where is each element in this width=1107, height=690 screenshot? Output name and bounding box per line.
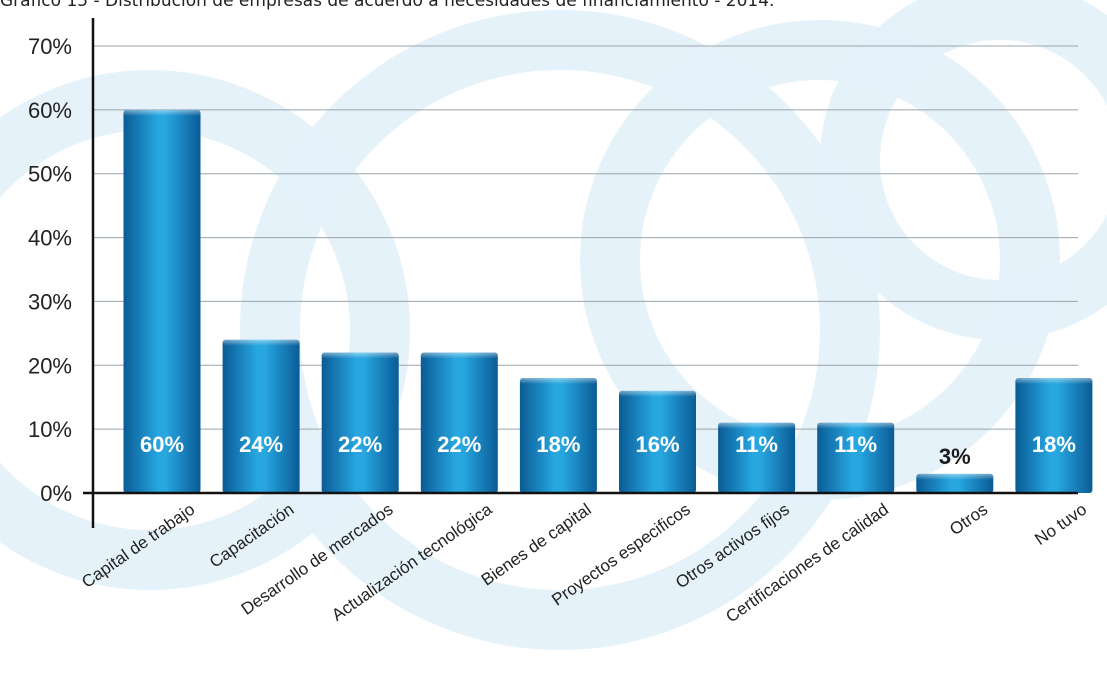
- y-tick-label: 10%: [28, 417, 72, 442]
- bar-group: 11%: [817, 422, 895, 493]
- y-tick-label: 50%: [28, 162, 72, 187]
- bar-group: 60%: [123, 109, 201, 493]
- bar-highlight: [321, 352, 399, 359]
- bar-group: 3%: [916, 444, 994, 493]
- x-category-label: No tuvo: [1031, 500, 1090, 549]
- y-tick-labels: 0% 10% 20% 30% 40% 50% 60% 70%: [28, 34, 72, 506]
- bar-group: 22%: [420, 352, 498, 493]
- bar: [1015, 378, 1093, 493]
- data-label: 11%: [834, 432, 877, 457]
- axes: [83, 18, 1078, 528]
- bar-group: 24%: [222, 339, 300, 493]
- data-label: 18%: [1032, 432, 1076, 457]
- bar: [321, 352, 399, 493]
- data-label: 16%: [635, 432, 679, 457]
- bar-group: 18%: [519, 378, 597, 493]
- bar-group: 11%: [718, 422, 796, 493]
- y-tick-label: 30%: [28, 289, 72, 314]
- data-label: 22%: [437, 432, 481, 457]
- y-tick-label: 40%: [28, 226, 72, 251]
- watermark-shape: [820, 0, 1107, 340]
- bar-group: 16%: [619, 390, 696, 493]
- bar-group: 22%: [321, 352, 399, 493]
- data-label: 11%: [735, 432, 778, 457]
- chart-caption: Gráfico 15 - Distribución de empresas de…: [0, 0, 775, 11]
- watermark-shape: [240, 10, 880, 650]
- bar-highlight: [1015, 378, 1093, 385]
- bar: [420, 352, 498, 493]
- bar-highlight: [222, 339, 300, 346]
- x-category-label: Otros: [946, 500, 991, 539]
- y-tick-label: 0%: [40, 481, 72, 506]
- bar: [718, 422, 796, 493]
- bar-highlight: [519, 378, 597, 385]
- bar-highlight: [718, 422, 796, 429]
- bar-group: 18%: [1015, 378, 1093, 493]
- background-watermark: [0, 0, 1107, 650]
- data-label: 24%: [239, 432, 283, 457]
- y-tick-label: 70%: [28, 34, 72, 59]
- data-label: 60%: [140, 432, 184, 457]
- bar-highlight: [619, 390, 696, 397]
- bars: 60% 24% 22% 22% 18% 16% 11% 11% 3% 18%: [123, 109, 1093, 493]
- data-label: 3%: [939, 444, 971, 469]
- watermark-shape: [0, 70, 410, 590]
- data-label: 22%: [338, 432, 382, 457]
- bar-highlight: [916, 473, 994, 480]
- bar-highlight: [123, 109, 201, 116]
- bar: [817, 422, 895, 493]
- bar: [123, 109, 201, 493]
- bar: [619, 390, 696, 493]
- y-tick-label: 20%: [28, 353, 72, 378]
- bar: [222, 339, 300, 493]
- bar-highlight: [420, 352, 498, 359]
- bar-highlight: [817, 422, 895, 429]
- bar: [519, 378, 597, 493]
- data-label: 18%: [536, 432, 580, 457]
- y-tick-label: 60%: [28, 98, 72, 123]
